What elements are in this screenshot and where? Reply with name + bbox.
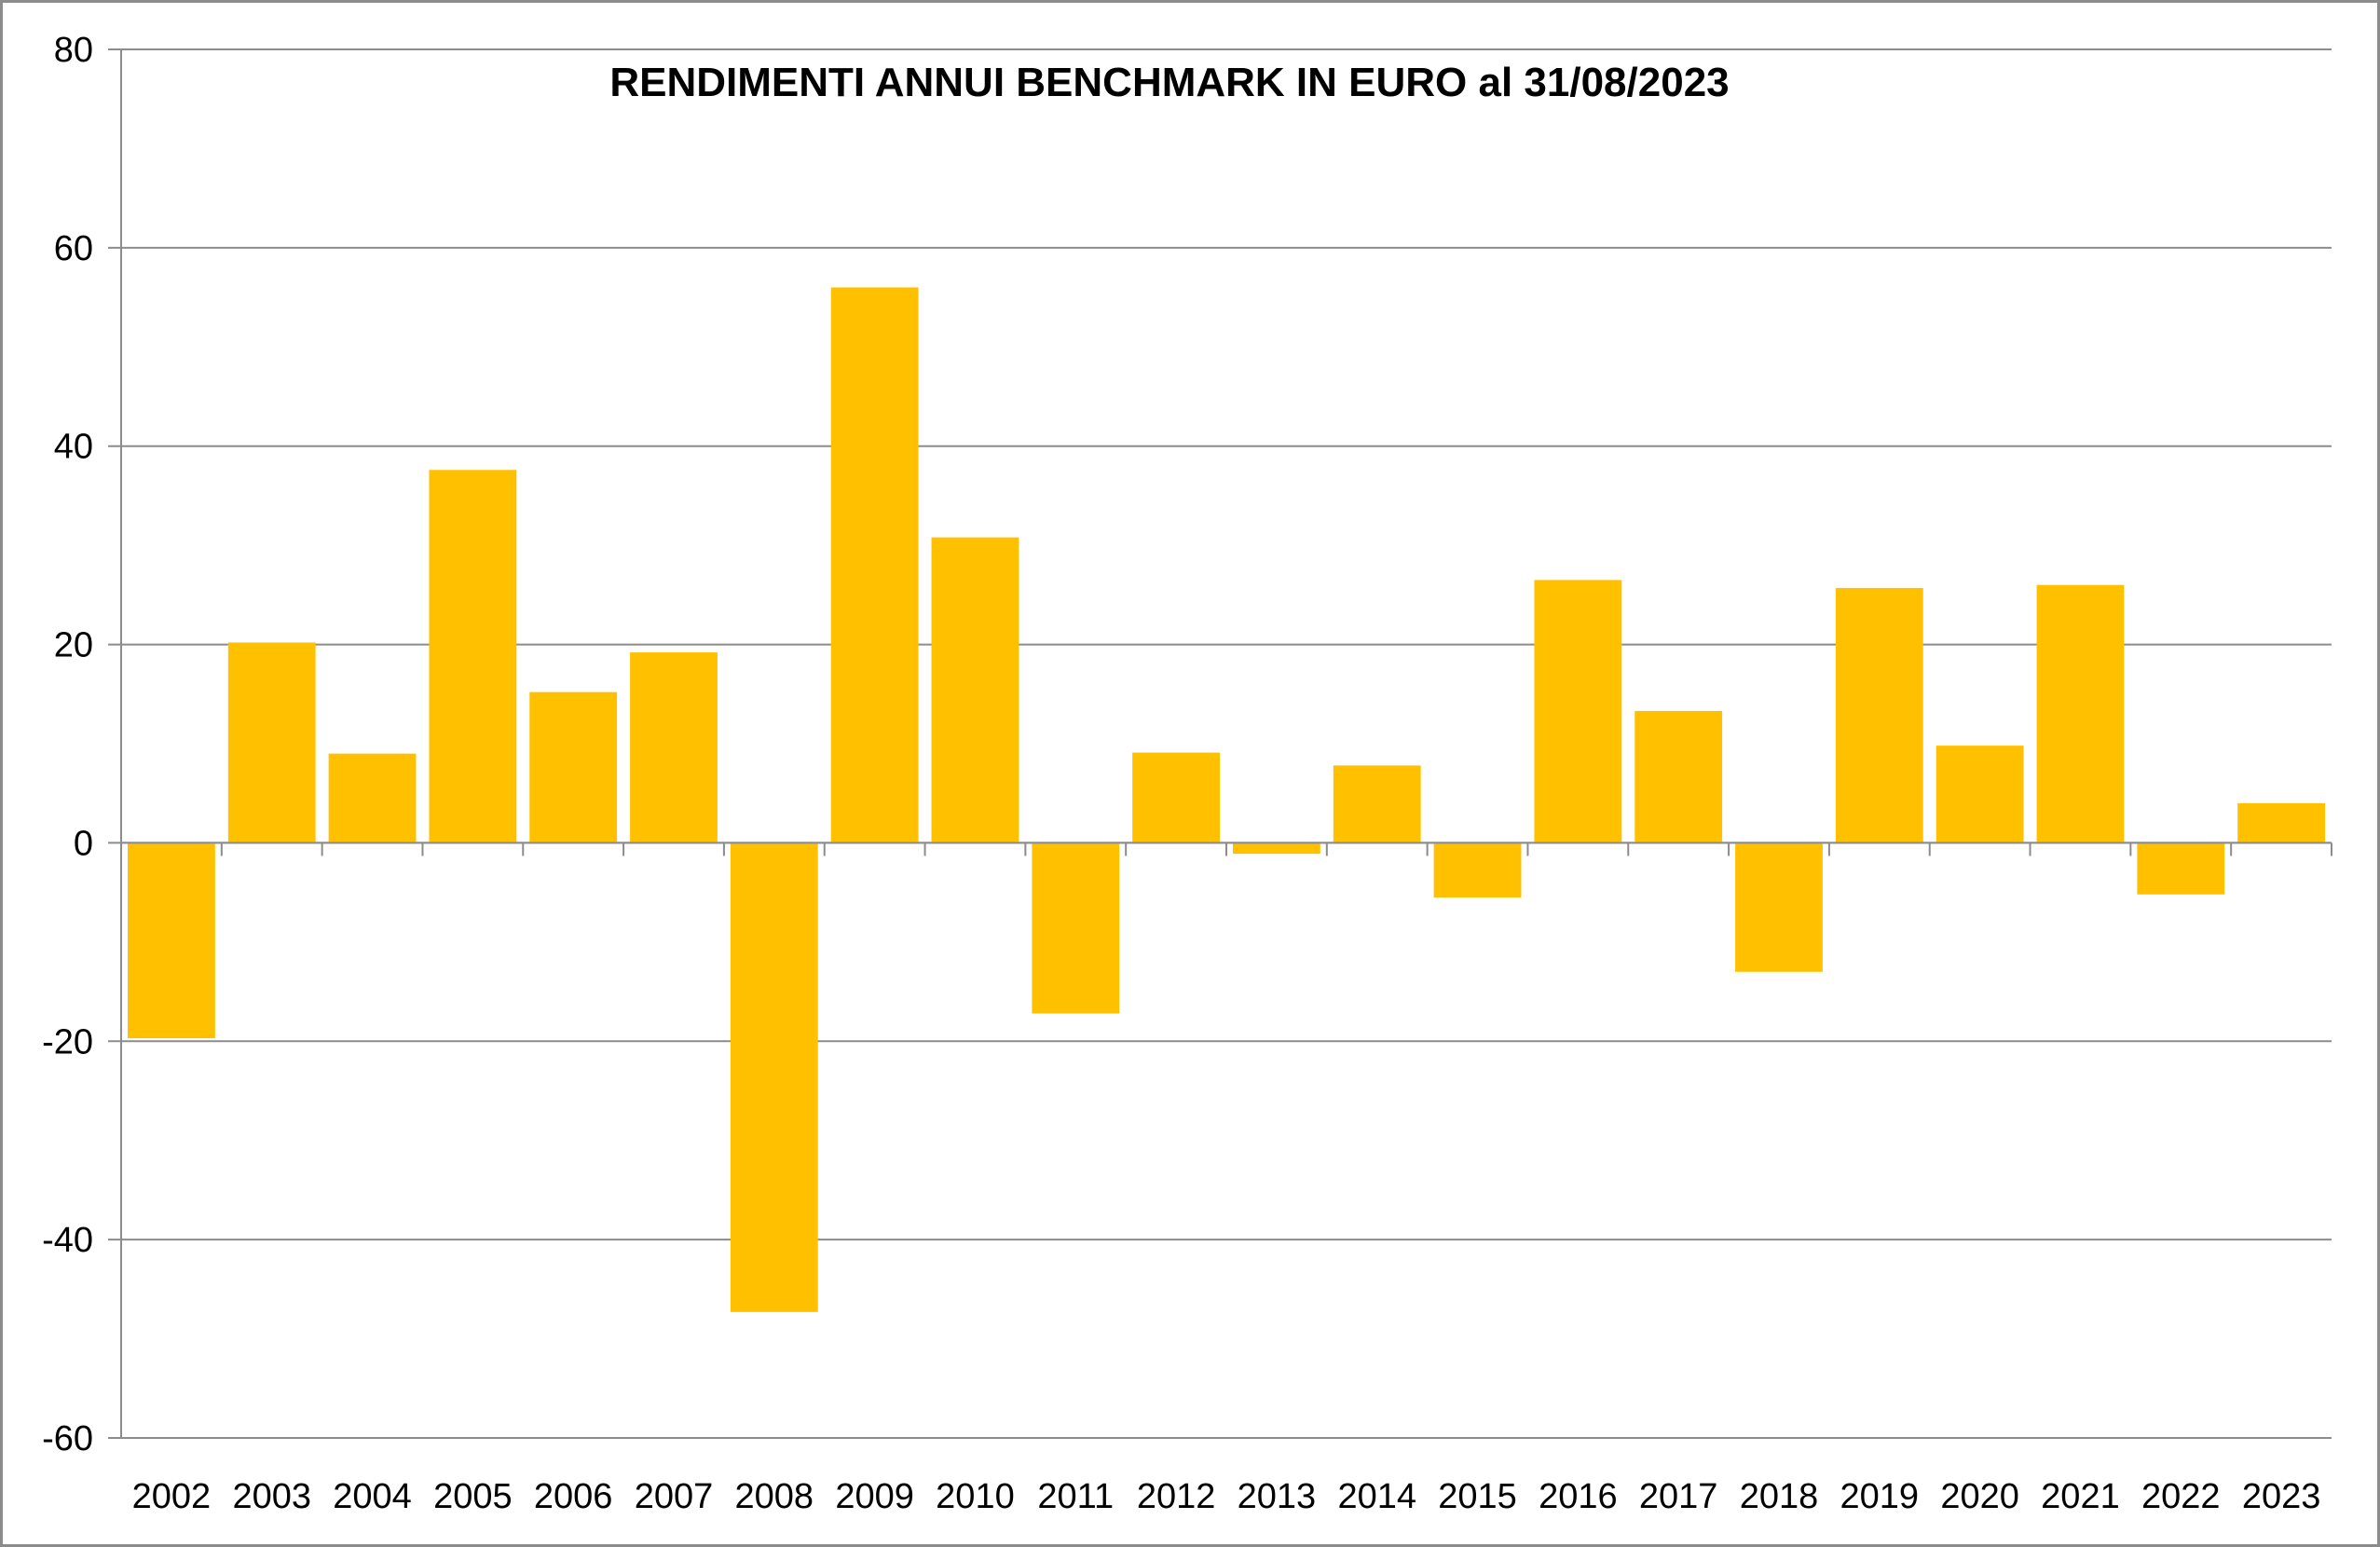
x-tick-label: 2011 <box>1037 1477 1114 1516</box>
bar-2007 <box>630 652 718 843</box>
x-tick-label: 2013 <box>1238 1477 1317 1516</box>
x-tick-label: 2005 <box>433 1477 513 1516</box>
x-tick-label: 2016 <box>1539 1477 1618 1516</box>
x-tick-label: 2017 <box>1639 1477 1718 1516</box>
y-tick-label: 80 <box>54 31 93 70</box>
y-tick-label: -60 <box>42 1419 93 1458</box>
x-tick-label: 2015 <box>1438 1477 1517 1516</box>
bar-2022 <box>2137 842 2225 895</box>
bar-2021 <box>2036 584 2125 843</box>
bar-2011 <box>1032 842 1120 1014</box>
x-tick-label: 2003 <box>232 1477 311 1516</box>
bar-2006 <box>529 691 618 843</box>
x-tick-label: 2022 <box>2141 1477 2221 1516</box>
bar-2008 <box>730 842 818 1312</box>
x-tick-label: 2021 <box>2041 1477 2120 1516</box>
x-tick-label: 2002 <box>132 1477 212 1516</box>
x-tick-label: 2007 <box>635 1477 714 1516</box>
x-tick-label: 2020 <box>1940 1477 2019 1516</box>
bar-2017 <box>1635 710 1723 843</box>
y-tick-label: -20 <box>42 1022 93 1061</box>
bar-2005 <box>429 470 517 843</box>
bars <box>128 287 2325 1312</box>
y-tick-label: 0 <box>74 824 93 863</box>
y-tick-label: 20 <box>54 626 93 665</box>
bar-2019 <box>1835 587 1923 843</box>
x-tick-label: 2009 <box>835 1477 914 1516</box>
bar-2015 <box>1433 842 1522 897</box>
x-tick-label: 2019 <box>1840 1477 1920 1516</box>
y-tick-label: -40 <box>42 1221 93 1260</box>
x-tick-label: 2018 <box>1740 1477 1819 1516</box>
bar-2002 <box>128 842 215 1039</box>
x-tick-label: 2004 <box>333 1477 412 1516</box>
chart-title: RENDIMENTI ANNUI BENCHMARK IN EURO al 31… <box>609 60 1729 105</box>
y-tick-label: 60 <box>54 229 93 268</box>
x-tick-label: 2008 <box>735 1477 814 1516</box>
y-tick-labels: 80 60 40 20 0 -20 -40 -60 <box>42 31 93 1458</box>
bar-2004 <box>328 753 417 843</box>
axes <box>120 49 2332 1438</box>
x-tick-labels: 2002 2003 2004 2005 2006 2007 2008 2009 2010 2011… <box>132 1477 2321 1516</box>
bar-2013 <box>1233 842 1320 855</box>
x-tick-label: 2006 <box>534 1477 613 1516</box>
x-tick-label: 2014 <box>1337 1477 1416 1516</box>
bar-2016 <box>1534 580 1622 843</box>
bar-2023 <box>2237 802 2325 843</box>
bar-2003 <box>227 642 316 843</box>
x-tick-label: 2023 <box>2242 1477 2321 1516</box>
bar-2014 <box>1333 765 1421 843</box>
bar-2009 <box>830 287 919 843</box>
x-tick-label: 2012 <box>1137 1477 1216 1516</box>
bar-2020 <box>1935 746 2024 843</box>
bar-2018 <box>1735 842 1823 972</box>
bar-2012 <box>1132 752 1220 843</box>
y-tick-label: 40 <box>54 428 93 467</box>
x-tick-label: 2010 <box>936 1477 1015 1516</box>
bar-2010 <box>931 537 1019 843</box>
